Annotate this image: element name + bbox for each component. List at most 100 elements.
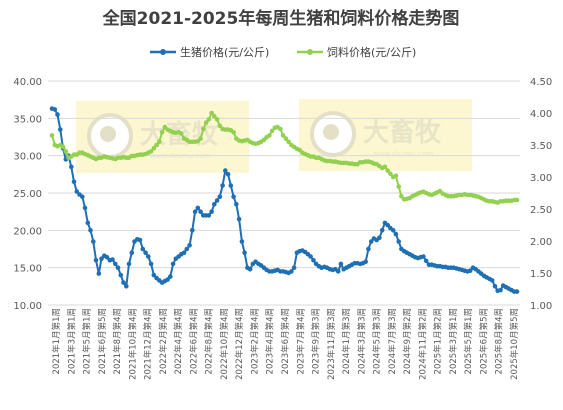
x-tick-label: 2021年6月第5周: [97, 308, 108, 374]
data-point-pig: [206, 213, 212, 218]
data-point-pig: [91, 239, 96, 244]
data-point-pig: [99, 256, 104, 262]
data-point-feed: [396, 184, 402, 189]
data-point-pig: [121, 280, 126, 285]
x-tick-label: 2021年1月第1周: [51, 308, 62, 374]
data-point-pig: [137, 237, 143, 243]
data-point-feed: [154, 142, 159, 148]
data-point-feed: [280, 133, 286, 138]
data-point-pig: [377, 235, 382, 241]
data-point-feed: [159, 129, 165, 135]
data-point-feed: [157, 139, 162, 145]
x-tick-label: 2025年6月第5周: [478, 308, 489, 374]
data-point-pig: [467, 268, 473, 274]
data-point-feed: [385, 168, 391, 173]
data-point-pig: [58, 127, 63, 132]
data-point-feed: [212, 113, 217, 119]
data-point-pig: [74, 189, 80, 194]
y-left-tick-label: 25.00: [13, 189, 42, 200]
x-tick-label: 2024年1月第3周: [341, 308, 352, 374]
data-point-pig: [52, 107, 58, 112]
data-point-pig: [489, 278, 495, 283]
data-point-feed: [201, 126, 206, 132]
data-point-pig: [93, 257, 99, 263]
data-point-pig: [146, 254, 151, 259]
x-tick-label: 2025年1月第2周: [433, 308, 444, 374]
data-point-feed: [393, 173, 399, 178]
data-point-pig: [165, 277, 170, 282]
legend: 生猪价格(元/公斤) 饲料价格(元/公斤): [150, 45, 416, 59]
data-point-pig: [223, 168, 228, 173]
x-tick-label: 2023年11月第3周: [326, 308, 337, 380]
y-axis-left: 10.00 15.00 20.00 25.00 30.00 35.00 40.00: [13, 77, 42, 312]
watermark-right-site: www.dxumu.com: [373, 150, 433, 158]
data-point-pig: [110, 257, 115, 262]
x-tick-label: 2024年11月第2周: [417, 308, 428, 380]
data-point-pig: [291, 265, 297, 271]
data-point-pig: [80, 194, 85, 199]
x-tick-label: 2022年8月第4周: [204, 308, 215, 374]
data-point-feed: [206, 117, 212, 122]
data-point-pig: [192, 209, 198, 214]
x-tick-label: 2023年4月第4周: [265, 308, 276, 374]
data-point-pig: [104, 254, 110, 260]
legend-marker-feed: [307, 49, 313, 55]
data-point-pig: [239, 239, 245, 244]
watermark-right-logo-dot: [323, 124, 339, 140]
x-tick-label: 2021年8月第4周: [112, 308, 123, 374]
x-tick-label: 2023年6月第4周: [280, 308, 291, 374]
data-point-pig: [498, 287, 503, 293]
data-point-feed: [63, 149, 69, 154]
y-axis-right: 1.00 1.50 2.00 2.50 3.00 3.50 4.00 4.50: [530, 77, 552, 312]
data-point-pig: [71, 179, 77, 185]
data-point-pig: [151, 272, 157, 278]
data-point-pig: [209, 209, 214, 214]
data-point-feed: [49, 133, 55, 138]
chart-title: 全国2021-2025年每周生猪和饲料价格走势图: [102, 8, 460, 29]
data-point-pig: [198, 209, 203, 214]
data-point-pig: [228, 183, 234, 188]
data-point-feed: [286, 139, 291, 145]
data-point-feed: [399, 193, 404, 199]
x-tick-label: 2022年12月第4周: [234, 308, 245, 380]
data-point-pig: [113, 261, 118, 267]
data-point-pig: [55, 112, 60, 117]
data-point-feed: [514, 197, 520, 203]
x-tick-label: 2025年3月第1周: [448, 308, 459, 374]
legend-marker-pig: [160, 49, 166, 55]
data-point-pig: [390, 228, 396, 233]
x-tick-label: 2022年10月第4周: [219, 308, 230, 380]
data-point-pig: [363, 259, 369, 265]
data-point-pig: [88, 228, 93, 233]
data-point-feed: [283, 136, 289, 141]
data-point-feed: [209, 110, 214, 116]
data-point-pig: [129, 250, 135, 255]
x-tick-label: 2024年3月第3周: [356, 308, 367, 374]
x-tick-label: 2022年2月第4周: [158, 308, 169, 374]
watermark-left: 大畜牧 www.dxumu.com: [76, 101, 249, 173]
y-right-tick-label: 3.50: [530, 141, 552, 152]
data-point-pig: [220, 183, 225, 188]
data-point-feed: [217, 123, 223, 129]
data-point-pig: [190, 228, 195, 233]
data-point-pig: [212, 201, 217, 207]
x-tick-label: 2022年6月第4周: [188, 308, 199, 374]
data-point-pig: [514, 289, 520, 294]
data-point-pig: [379, 228, 385, 233]
data-point-pig: [423, 258, 429, 264]
data-point-feed: [388, 171, 393, 177]
data-point-pig: [126, 261, 132, 267]
x-tick-label: 2024年7月第3周: [387, 308, 398, 374]
data-point-pig: [168, 274, 173, 279]
data-point-feed: [269, 128, 275, 134]
x-tick-label: 2021年10月第4周: [127, 308, 138, 380]
y-left-tick-label: 40.00: [13, 77, 42, 88]
data-point-pig: [217, 194, 223, 199]
x-tick-label: 2022年4月第4周: [173, 308, 184, 374]
y-right-tick-label: 3.00: [530, 173, 552, 184]
y-right-tick-label: 2.00: [530, 237, 552, 248]
y-right-tick-label: 1.50: [530, 269, 552, 280]
y-right-tick-label: 1.00: [530, 301, 552, 312]
data-point-pig: [308, 254, 313, 259]
x-tick-label: 2023年2月第4周: [249, 308, 260, 374]
